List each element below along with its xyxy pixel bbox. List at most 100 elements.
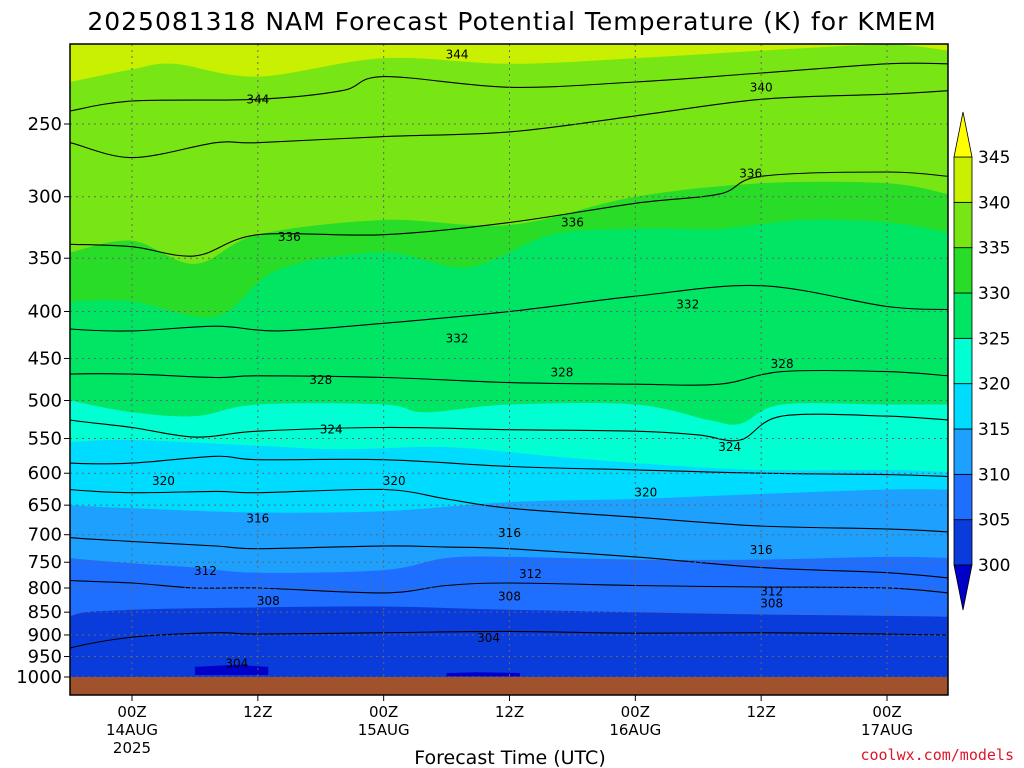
contour-312 [70, 534, 948, 579]
colorbar-segment [953, 247, 973, 294]
y-tick-label: 450 [28, 348, 62, 369]
x-tick-label: 00Z [872, 703, 901, 721]
colorbar-segment [953, 337, 973, 385]
cold-patch-305 [761, 616, 825, 677]
y-tick-label: 700 [28, 525, 62, 546]
contour-label: 336 [739, 166, 762, 180]
contour-label: 312 [519, 567, 542, 581]
cold-patch-305 [394, 612, 583, 677]
y-tick-label: 400 [28, 301, 62, 322]
contour-336 [70, 171, 948, 257]
contour-label: 308 [498, 589, 521, 603]
colorbar-label: 330 [978, 284, 1010, 304]
contour-label: 316 [246, 511, 269, 525]
colorbar-label: 325 [978, 329, 1010, 349]
y-tick-label: 900 [28, 625, 62, 646]
colorbar-segment [953, 383, 973, 430]
colorbar-label: 345 [978, 148, 1010, 168]
contour-label: 304 [225, 657, 248, 671]
x-tick-label: 00Z [621, 703, 650, 721]
contour-label: 312 [760, 584, 783, 598]
x-tick-label: 00Z [369, 703, 398, 721]
contour-344 [70, 62, 948, 112]
colorbar: 300 305 310 315 320 325 330 335 340 345 [953, 111, 1010, 611]
colorbar-label: 340 [978, 193, 1010, 213]
x-tick-date: 14AUG [106, 721, 158, 739]
colorbar-segment [953, 156, 973, 203]
cold-patch-305 [677, 626, 730, 677]
contour-316 [70, 485, 948, 533]
y-tick-label: 750 [28, 552, 62, 573]
cold-patch-305 [897, 616, 948, 677]
y-tick-label: 500 [28, 391, 62, 412]
contour-label: 324 [320, 423, 343, 437]
contour-label: 336 [561, 215, 584, 229]
x-tick-date: 15AUG [358, 721, 410, 739]
contour-label: 320 [634, 486, 657, 500]
contour-label: 332 [446, 331, 469, 345]
colorbar-label: 305 [978, 511, 1010, 531]
y-tick-label: 1000 [16, 667, 62, 688]
colorbar-segment [953, 292, 973, 339]
contour-label: 344 [246, 92, 269, 106]
y-tick-label: 300 [28, 187, 62, 208]
contour-label: 320 [383, 474, 406, 488]
x-tick-date: 16AUG [609, 721, 661, 739]
y-tick-label: 650 [28, 495, 62, 516]
contour-332 [70, 284, 948, 332]
y-tick-label: 600 [28, 463, 62, 484]
y-tick-label: 550 [28, 429, 62, 450]
colorbar-segment [953, 519, 973, 566]
contour-label: 320 [152, 474, 175, 488]
contour-label: 328 [550, 365, 573, 379]
x-tick-year: 2025 [113, 739, 151, 757]
ground-surface [70, 677, 948, 695]
colorbar-label: 320 [978, 375, 1010, 395]
colorbar-arrow-bottom [953, 564, 973, 611]
contour-label: 336 [278, 230, 301, 244]
contour-label: 344 [446, 47, 469, 61]
chart-title: 2025081318 NAM Forecast Potential Temper… [87, 7, 936, 36]
x-tick-label: 12Z [243, 703, 272, 721]
cold-patch-300 [194, 664, 269, 675]
contour-label: 332 [47, 335, 70, 349]
contour-328 [70, 369, 948, 386]
contour-label: 332 [676, 297, 699, 311]
contour-308 [70, 577, 948, 594]
colorbar-segment [953, 201, 973, 249]
contour-label: 308 [760, 597, 783, 611]
cold-patch-300 [446, 672, 520, 677]
contour-label: 340 [750, 80, 773, 94]
y-tick-label: 250 [28, 114, 62, 135]
x-tick-label: 12Z [746, 703, 775, 721]
colorbar-label: 310 [978, 465, 1010, 485]
contour-label: 316 [750, 543, 773, 557]
colorbar-label: 315 [978, 420, 1010, 440]
contour-label: 308 [257, 594, 280, 608]
y-tick-label: 950 [28, 647, 62, 668]
contour-340 [70, 90, 948, 159]
contour-label: 312 [194, 564, 217, 578]
contour-label: 304 [477, 631, 500, 645]
y-tick-label: 850 [28, 602, 62, 623]
colorbar-label: 335 [978, 239, 1010, 259]
x-tick-date: 17AUG [861, 721, 913, 739]
contour-label: 324 [718, 440, 741, 454]
colorbar-segment [953, 428, 973, 475]
credit-link[interactable]: coolwx.com/models [860, 746, 1014, 764]
x-axis-label: Forecast Time (UTC) [414, 747, 605, 768]
colorbar-segment [953, 473, 973, 521]
contour-304 [70, 630, 948, 655]
y-tick-label: 350 [28, 248, 62, 269]
x-tick-label: 12Z [495, 703, 524, 721]
y-tick-label: 800 [28, 578, 62, 599]
x-tick-label: 00Z [117, 703, 146, 721]
colorbar-arrow-top [953, 111, 973, 158]
contour-label: 328 [309, 373, 332, 387]
contour-label: 316 [498, 526, 521, 540]
colorbar-label: 300 [978, 556, 1010, 576]
contour-label: 328 [771, 357, 794, 371]
